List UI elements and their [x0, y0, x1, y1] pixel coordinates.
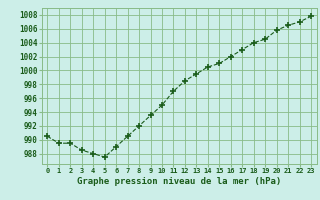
X-axis label: Graphe pression niveau de la mer (hPa): Graphe pression niveau de la mer (hPa) [77, 177, 281, 186]
